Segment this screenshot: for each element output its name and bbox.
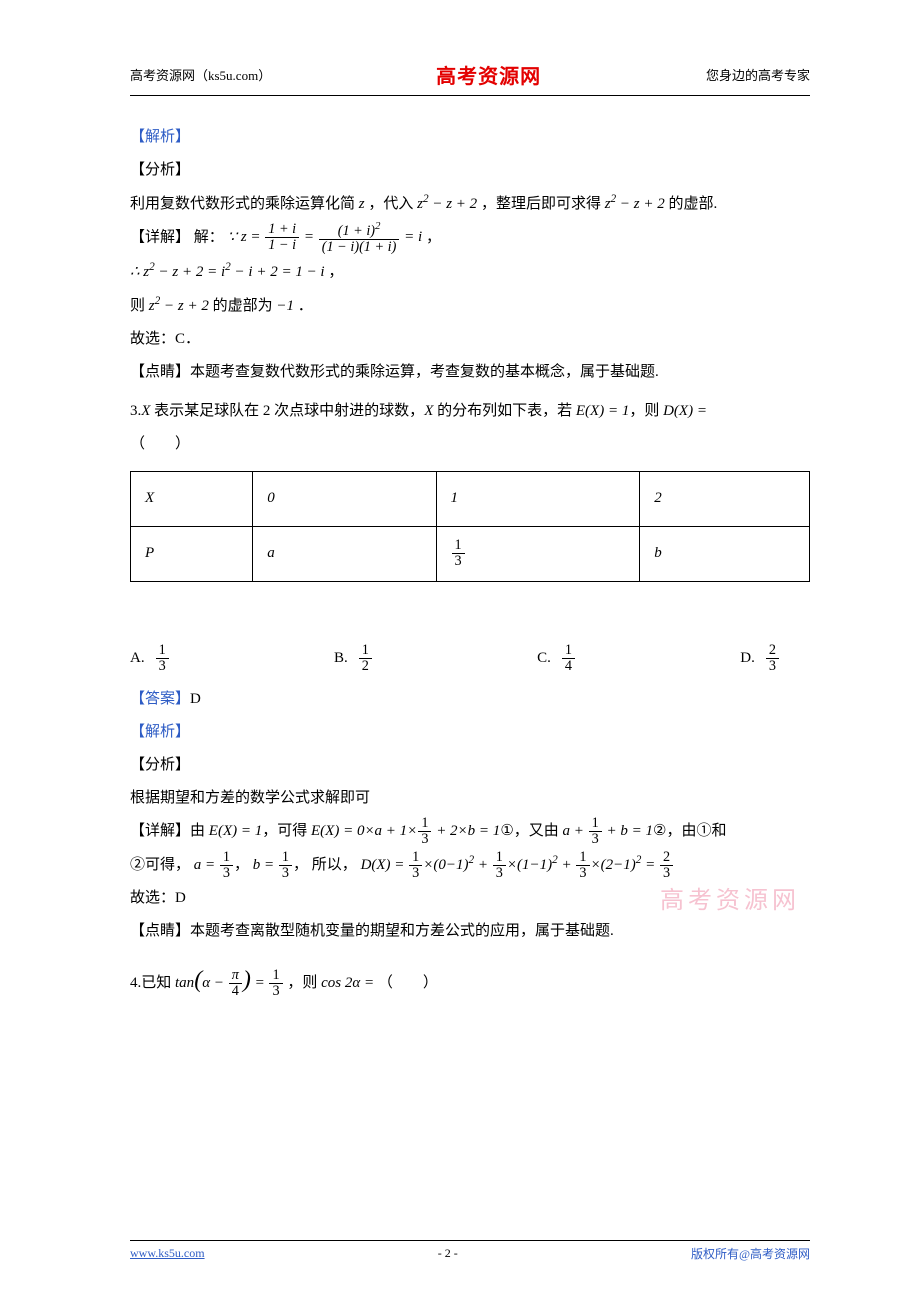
header-right: 您身边的高考专家 (706, 65, 810, 84)
expr: z2 − z + 2 (605, 196, 665, 212)
q3-detail-line2: ②可得， a = 13， b = 13， 所以， D(X) = 13×(0−1)… (130, 848, 810, 882)
q2-dianjing: 【点睛】本题考查复数代数形式的乘除运算，考查复数的基本概念，属于基础题. (130, 356, 810, 389)
label-jie: 解： (194, 229, 224, 245)
q2-detail-line1: 【详解】 解： ∵ z = 1 + i1 − i = (1 + i)2(1 − … (130, 221, 810, 255)
since: ∵ (228, 229, 238, 245)
q4-stem: 4.已知 tan(α − π4) = 13 ，则 cos 2α = （ ） (130, 954, 810, 1007)
var-z: z (359, 196, 365, 212)
period: ． (298, 298, 313, 314)
text: ，代入 (368, 196, 413, 212)
option-a: A. 13 (130, 642, 170, 675)
page-footer: www.ks5u.com - 2 - 版权所有@高考资源网 (130, 1240, 810, 1262)
distribution-table: X 0 1 2 P a 13 b (130, 471, 810, 582)
z-eq: z = 1 + i1 − i = (1 + i)2(1 − i)(1 + i) … (241, 229, 426, 245)
comma: ， (426, 229, 441, 245)
q3-paren: （ ） (130, 428, 810, 461)
table-row: X 0 1 2 (131, 471, 810, 526)
option-b: B. 12 (334, 642, 373, 675)
label-jiexi: 【解析】 (130, 121, 810, 154)
page-number: - 2 - (438, 1246, 458, 1261)
label-jiexi-2: 【解析】 (130, 716, 810, 749)
option-c: C. 14 (537, 642, 576, 675)
header-left: 高考资源网（ks5u.com） (130, 65, 271, 84)
expr: z2 − z + 2 (149, 298, 209, 314)
footer-url: www.ks5u.com (130, 1246, 205, 1261)
q3-stem: 3.X 表示某足球队在 2 次点球中射进的球数，X 的分布列如下表，若 E(X)… (130, 395, 810, 428)
label-fenxi-2: 【分析】 (130, 749, 810, 782)
q3-dianjing: 【点睛】本题考查离散型随机变量的期望和方差公式的应用，属于基础题. (130, 915, 810, 948)
label-xiangjie: 【详解】 (130, 229, 190, 245)
table-row: P a 13 b (131, 526, 810, 581)
comma: ， (328, 264, 343, 280)
q2-detail-line3: 则 z2 − z + 2 的虚部为 −1 ． (130, 289, 810, 323)
option-d: D. 23 (740, 642, 780, 675)
q3-answer: 【答案】D (130, 683, 810, 716)
expr: z2 − z + 2 (417, 196, 477, 212)
text: 的虚部. (669, 196, 718, 212)
page-header: 高考资源网（ks5u.com） 高考资源网 您身边的高考专家 (130, 60, 810, 96)
expr: z2 − z + 2 = i2 − i + 2 = 1 − i (143, 264, 328, 280)
q2-detail-line2: ∴ z2 − z + 2 = i2 − i + 2 = 1 − i ， (130, 255, 810, 289)
text: 利用复数代数形式的乘除运算化简 (130, 196, 355, 212)
q2-guxuan: 故选：C． (130, 323, 810, 356)
q3-fenxi-text: 根据期望和方差的数学公式求解即可 (130, 782, 810, 815)
therefore: ∴ (130, 264, 140, 280)
header-logo-text: 高考资源网 (436, 60, 541, 89)
q3-options: A. 13 B. 12 C. 14 D. 23 (130, 642, 810, 675)
footer-copyright: 版权所有@高考资源网 (691, 1245, 810, 1262)
page: 高考资源网（ks5u.com） 高考资源网 您身边的高考专家 【解析】 【分析】… (0, 0, 920, 1302)
text: ，整理后即可求得 (481, 196, 601, 212)
q2-analysis-line: 利用复数代数形式的乘除运算化简 z ，代入 z2 − z + 2 ，整理后即可求… (130, 187, 810, 221)
neg1: −1 (276, 298, 294, 314)
content-body: 【解析】 【分析】 利用复数代数形式的乘除运算化简 z ，代入 z2 − z +… (130, 121, 810, 1006)
text: 的虚部为 (213, 298, 273, 314)
q3-guxuan: 故选：D (130, 882, 810, 915)
text: 则 (130, 298, 145, 314)
label-fenxi: 【分析】 (130, 154, 810, 187)
q3-detail-line1: 【详解】由 E(X) = 1，可得 E(X) = 0×a + 1×13 + 2×… (130, 815, 810, 848)
